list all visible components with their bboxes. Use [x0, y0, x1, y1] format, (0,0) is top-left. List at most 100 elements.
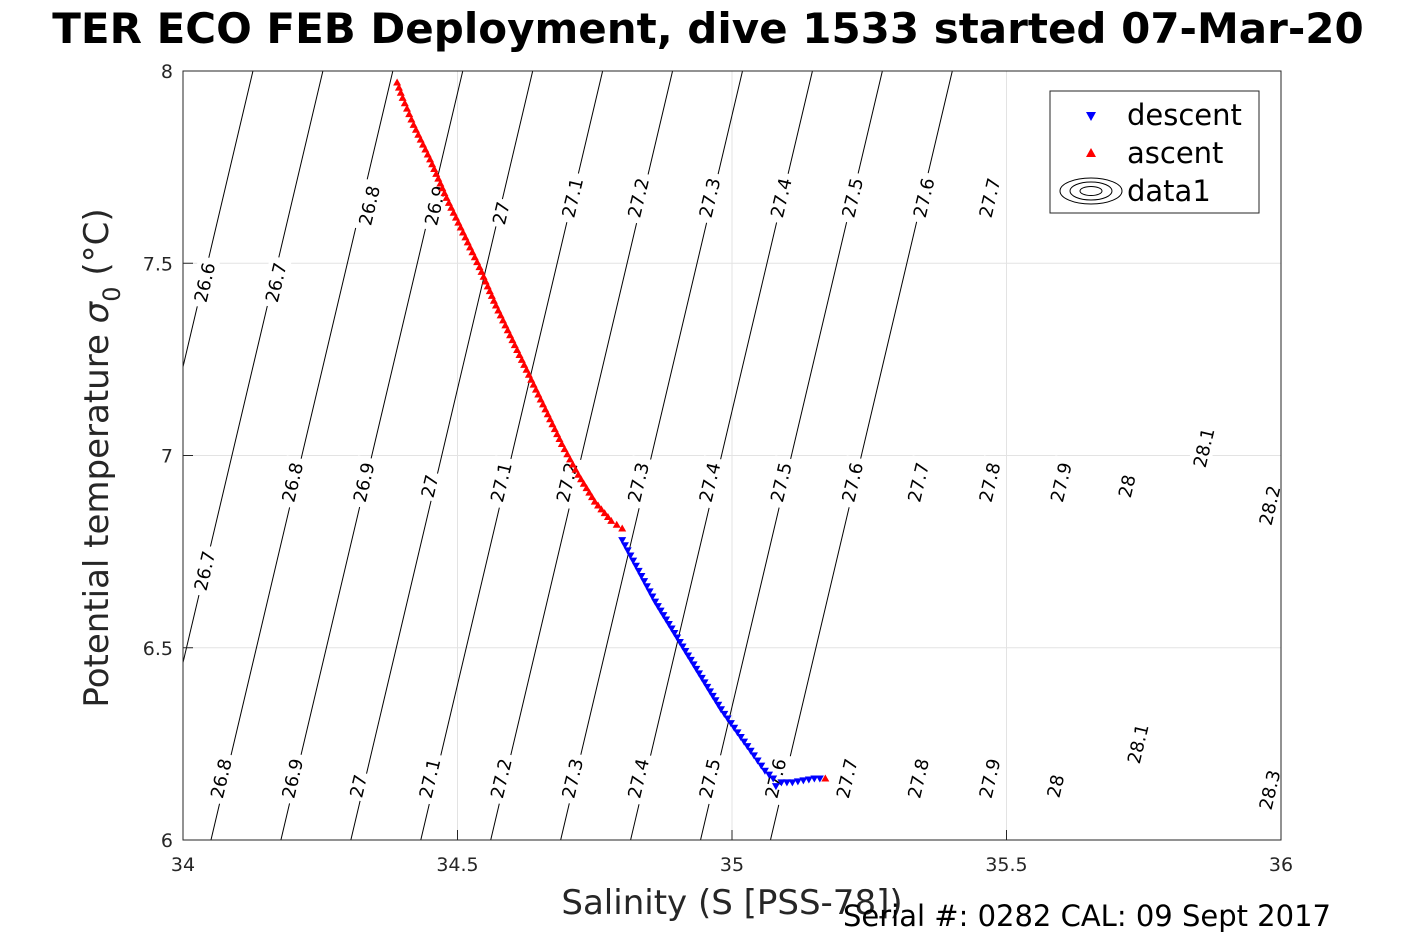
descent-marker [804, 776, 813, 784]
ascent-marker [603, 513, 612, 521]
descent-marker [656, 607, 665, 615]
descent-marker [714, 701, 723, 709]
ascent-marker [534, 390, 543, 398]
ascent-marker [524, 370, 533, 378]
ascent-marker [466, 243, 475, 251]
contour-label: 28 [1112, 469, 1141, 503]
descent-marker [733, 729, 742, 737]
x-axis-label: Salinity (S [PSS-78]) [561, 883, 902, 923]
descent-marker [749, 752, 758, 760]
descent-marker [782, 779, 791, 787]
descent-marker [681, 647, 690, 655]
descent-marker [631, 562, 640, 570]
descent-marker [678, 643, 687, 651]
descent-marker [667, 625, 676, 633]
ascent-marker [411, 125, 420, 133]
contour-label-bg [1043, 455, 1077, 510]
contour-label-bg [483, 751, 517, 806]
contour-label-bg [1252, 478, 1286, 533]
ascent-marker [463, 238, 472, 246]
ascent-marker [571, 465, 580, 473]
descent-marker [692, 665, 701, 673]
ascent-marker [508, 336, 517, 344]
y-tick-label: 8 [161, 61, 173, 83]
data-points [393, 78, 830, 791]
descent-marker [708, 692, 717, 700]
contour-label-bg [1252, 762, 1286, 817]
descent-marker [771, 783, 780, 791]
contour-label-bg [555, 751, 589, 806]
descent-marker [717, 706, 726, 714]
contour-label-bg [901, 455, 935, 510]
descent-marker [736, 733, 745, 741]
legend-descent-marker [1086, 112, 1096, 121]
descent-marker [642, 583, 651, 591]
isopycnal-line [0, 71, 43, 840]
ascent-marker [451, 213, 460, 221]
contour-label-bg [835, 455, 869, 510]
descent-marker [700, 679, 709, 687]
isopycnal-line [183, 71, 324, 665]
descent-marker [673, 634, 682, 642]
descent-marker [723, 715, 732, 723]
descent-marker [629, 557, 638, 565]
x-tick-label: 35 [720, 854, 744, 876]
contour-label-bg [972, 751, 1006, 806]
ascent-marker [421, 145, 430, 153]
descent-marker [689, 661, 698, 669]
contour-label-bg [486, 196, 515, 230]
descent-marker [626, 552, 635, 560]
descent-marker [684, 652, 693, 660]
ascent-marker [398, 93, 407, 101]
ascent-marker [423, 150, 432, 158]
descent-marker [703, 683, 712, 691]
descent-marker [706, 688, 715, 696]
ascent-marker [566, 455, 575, 463]
ascent-marker [553, 430, 562, 438]
ascent-marker [531, 385, 540, 393]
descent-marker [620, 542, 629, 550]
ascent-marker [548, 420, 557, 428]
descent-marker [720, 710, 729, 718]
descent-marker [637, 572, 646, 580]
descent-marker [670, 630, 679, 638]
ascent-marker [496, 311, 505, 319]
contour-label-bg [901, 751, 935, 806]
descent-marker [618, 537, 627, 545]
ascent-marker [536, 395, 545, 403]
contour-label-bg [187, 543, 221, 598]
ascent-marker [574, 470, 583, 478]
contour-label-bg [483, 455, 517, 510]
ascent-marker [407, 115, 416, 123]
ascent-marker [491, 301, 500, 309]
descent-marker [815, 775, 824, 783]
contour-label-text: 27 [418, 473, 444, 500]
ascent-marker [400, 99, 409, 107]
contour-label-bg [692, 170, 726, 225]
contour-label-text: 27 [489, 200, 515, 227]
descent-marker [810, 775, 819, 783]
descent-marker [760, 767, 769, 775]
ascent-marker [473, 258, 482, 266]
ascent-marker [456, 223, 465, 231]
contour-label-bg [1186, 420, 1220, 475]
ascent-marker [529, 380, 538, 388]
descent-marker [697, 674, 706, 682]
descent-marker [664, 621, 673, 629]
ascent-marker [577, 475, 586, 483]
descent-marker [765, 771, 774, 779]
contour-label-bg [1120, 716, 1154, 771]
y-axis-label-text: Potential temperature [77, 323, 117, 707]
descent-marker [769, 775, 778, 783]
axis-layer: 34 34.5 35 35.5 36 6 6.5 7 7.5 8 [143, 61, 1293, 876]
contour-label-bg [418, 178, 452, 233]
descent-marker [740, 738, 749, 746]
y-axis-label-unit: (°C) [77, 208, 117, 286]
contour-label-bg [763, 170, 797, 225]
descent-marker [623, 547, 632, 555]
contour-label-bg [555, 170, 589, 225]
y-axis-label-sigma: σ [77, 300, 117, 323]
ascent-marker [409, 120, 418, 128]
descent-marker [695, 670, 704, 678]
